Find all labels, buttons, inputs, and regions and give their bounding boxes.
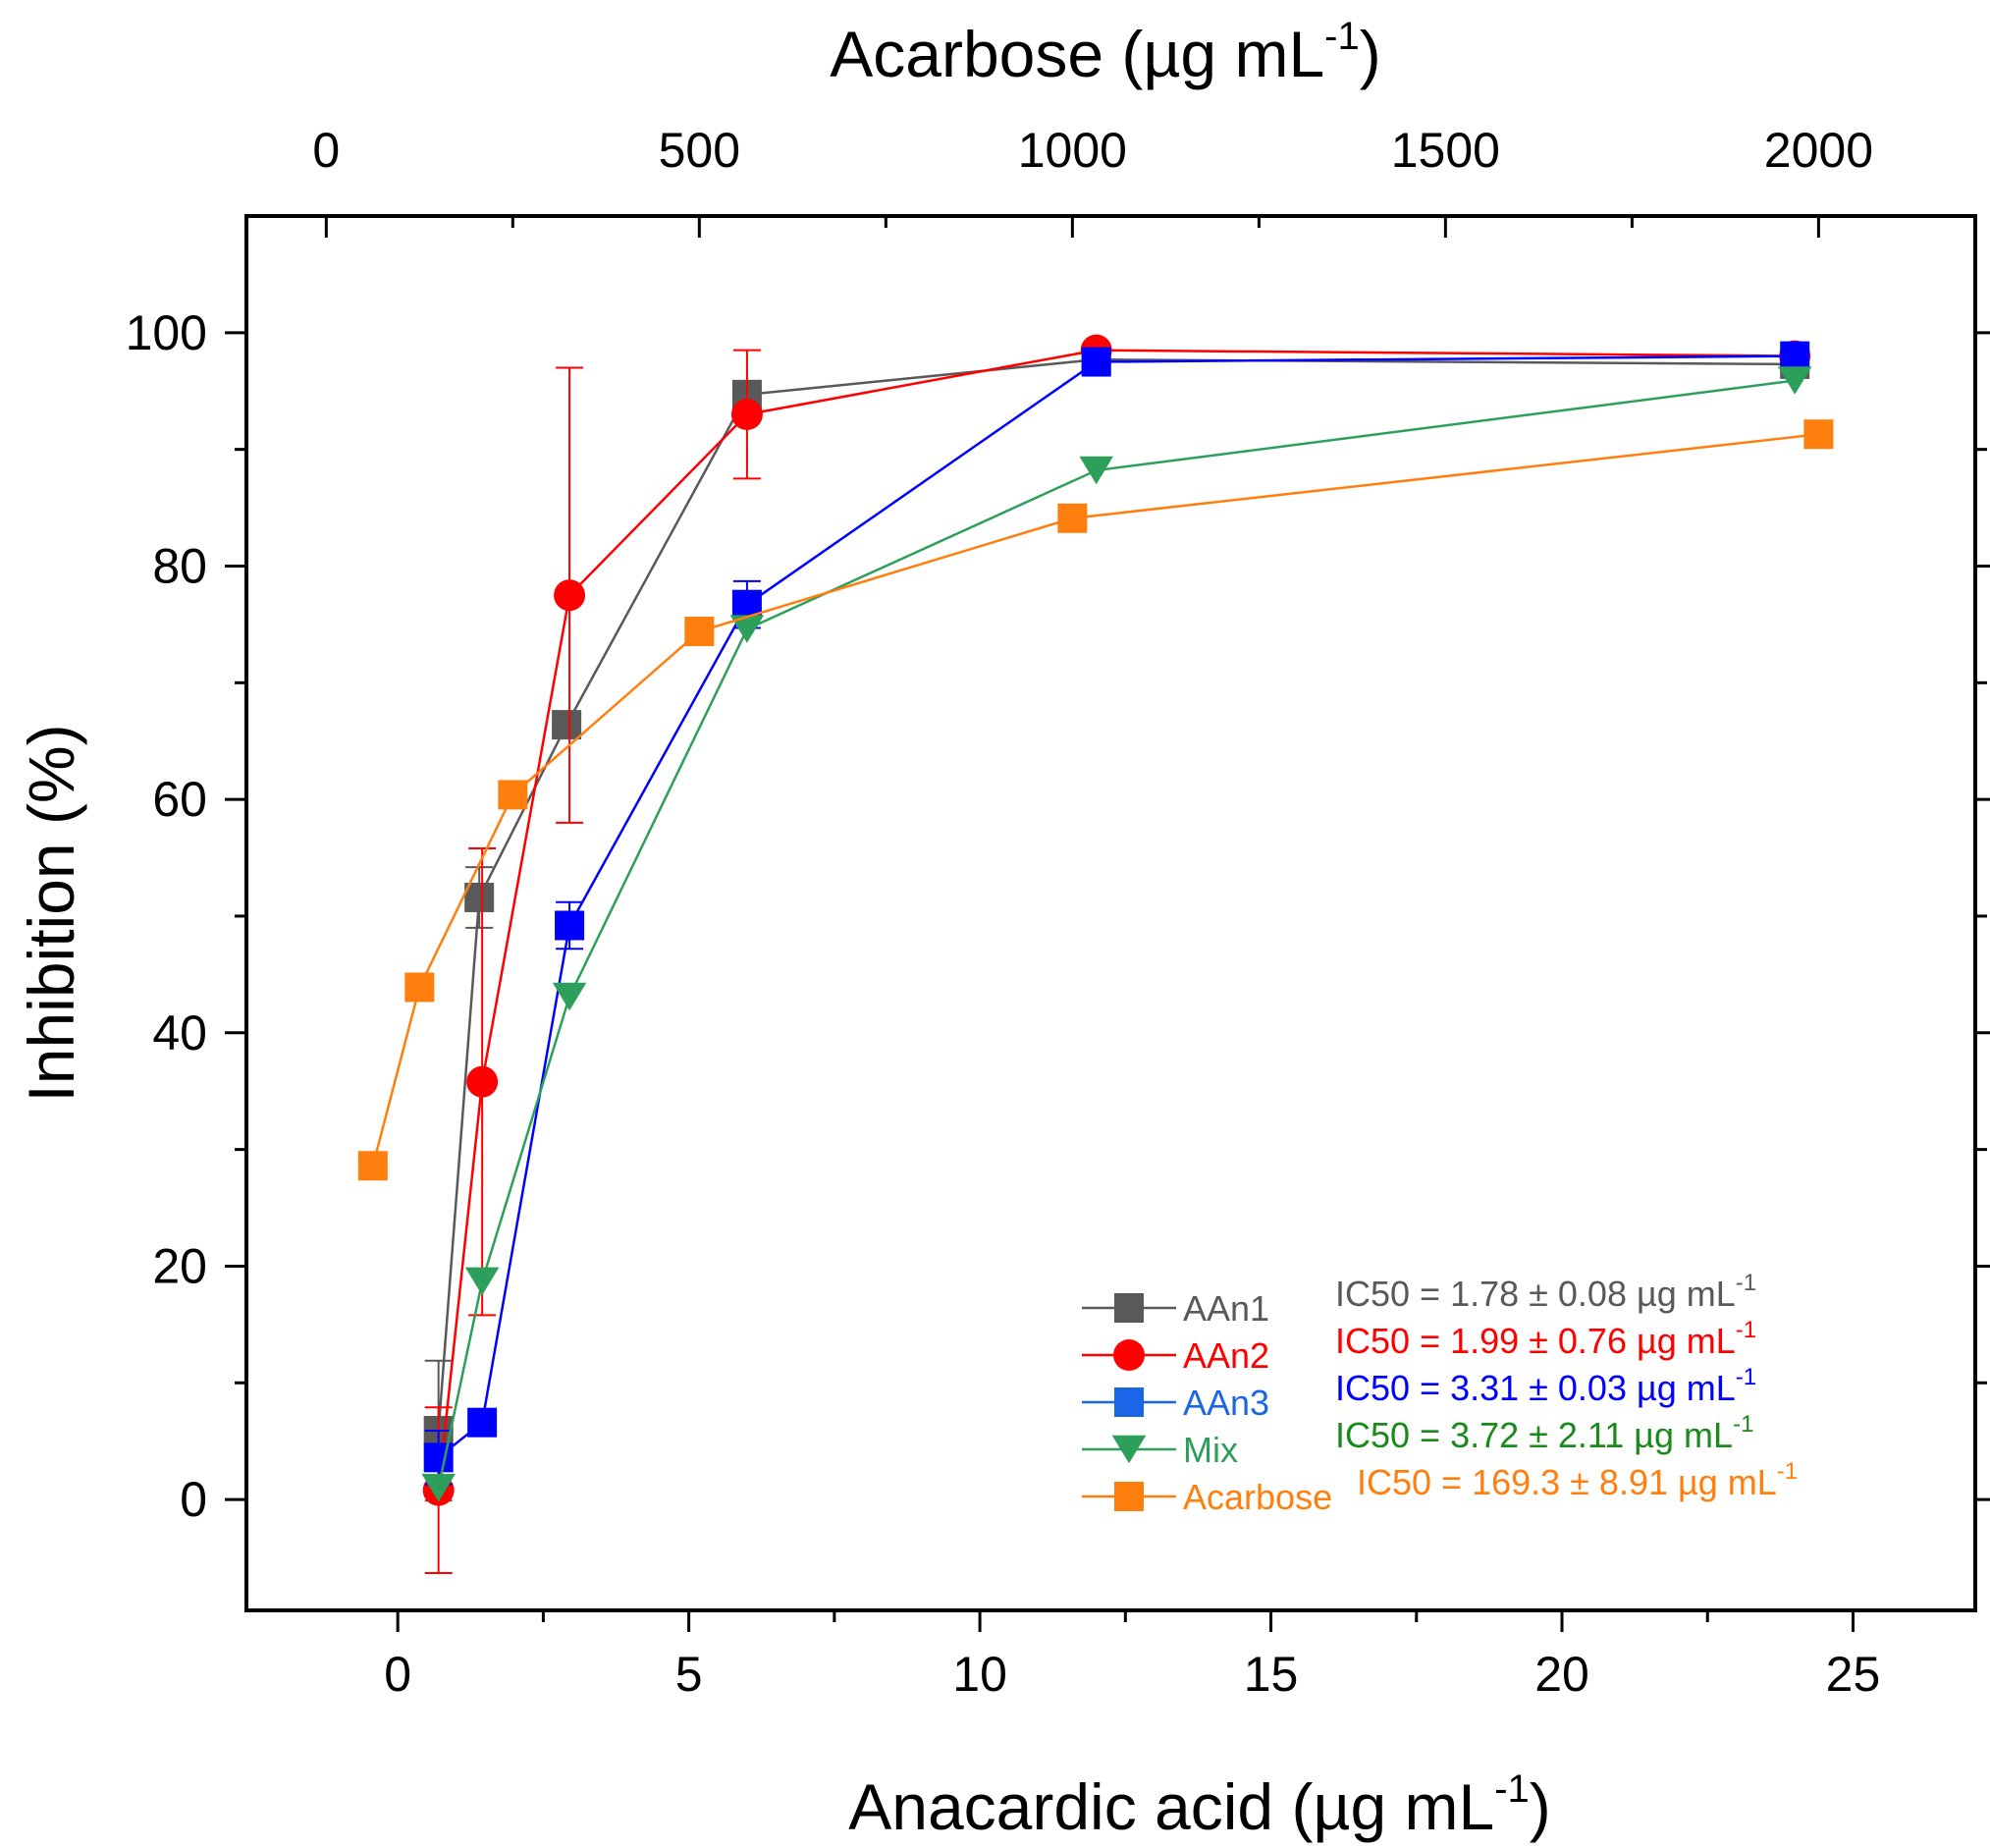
legend-ic50-aan1: IC50 = 1.78 ± 0.08 µg mL-1 [1335,1270,1756,1314]
data-point-aan3 [467,1407,498,1438]
bottom-axis-title-text: Anacardic acid (µg mL [848,1770,1494,1843]
top-axis-title-text: Acarbose (µg mL [830,18,1324,90]
plot-frame [244,214,1977,1612]
y-tick-label: 40 [152,1006,207,1060]
data-point-aan3 [555,910,585,941]
y-tick-label: 100 [126,305,207,360]
y-tick-label: 0 [180,1472,207,1527]
legend-entry-acarbose: Acarbose IC50 = 169.3 ± 8.91 µg mL-1 [1082,1458,1798,1517]
data-point-acarbose [498,780,528,810]
data-point-mix [1079,456,1113,485]
legend-marker-mix [1111,1435,1147,1464]
data-point-acarbose [1057,503,1088,533]
legend-label-aan1: AAn1 [1183,1288,1269,1329]
legend-marker-aan1 [1114,1293,1144,1323]
series-aan3 [423,341,1810,1486]
legend-ic50-text-aan3: IC50 = 3.31 ± 0.03 µg mL [1335,1368,1736,1408]
bottom-axis-title: Anacardic acid (µg mL-1) [848,1767,1551,1843]
data-point-aan1 [552,710,582,740]
data-point-acarbose [404,972,435,1003]
legend-label-acarbose: Acarbose [1183,1477,1332,1517]
top-axis-title-close: ) [1360,18,1381,90]
x-tick-label: 5 [675,1647,703,1702]
data-point-mix [1777,366,1812,395]
legend-ic50-exponent-aan3: -1 [1736,1364,1756,1390]
legend-ic50-exponent-mix: -1 [1733,1411,1753,1438]
legend-ic50-mix: IC50 = 3.72 ± 2.11 µg mL-1 [1335,1411,1753,1455]
data-point-mix [552,982,587,1011]
series-mix [421,366,1812,1502]
x2-tick-label: 500 [659,123,740,178]
data-point-aan3 [423,1442,454,1473]
legend-label-aan3: AAn3 [1183,1383,1269,1423]
data-point-acarbose [357,1151,388,1181]
legend-entry-aan1: AAn1 IC50 = 1.78 ± 0.08 µg mL-1 [1082,1270,1756,1329]
legend-ic50-text-acarbose: IC50 = 169.3 ± 8.91 µg mL [1357,1462,1777,1502]
legend-ic50-text-aan2: IC50 = 1.99 ± 0.76 µg mL [1335,1321,1736,1361]
bottom-axis-title-exponent: -1 [1494,1767,1530,1811]
x2-tick-label: 1000 [1018,123,1127,178]
x2-tick-label: 2000 [1764,123,1873,178]
y-axis-title: Inhibition (%) [15,724,87,1102]
data-point-aan3 [1081,347,1111,377]
legend-ic50-text-aan1: IC50 = 1.78 ± 0.08 µg mL [1335,1274,1736,1314]
legend-ic50-aan2: IC50 = 1.99 ± 0.76 µg mL-1 [1335,1317,1756,1361]
y-tick-label: 80 [152,538,207,593]
x-tick-label: 20 [1534,1647,1589,1702]
legend-marker-aan2 [1113,1339,1145,1371]
series-line-acarbose [371,432,1819,1167]
series-acarbose [357,419,1834,1181]
top-axis-title-exponent: -1 [1324,15,1360,58]
data-point-mix [421,1473,456,1502]
legend-ic50-aan3: IC50 = 3.31 ± 0.03 µg mL-1 [1335,1364,1756,1408]
bottom-axis-title-close: ) [1530,1770,1551,1843]
data-point-mix [464,1267,500,1296]
x2-tick-label: 0 [312,123,340,178]
series-line-mix [437,379,1796,1489]
legend-marker-acarbose [1114,1482,1144,1511]
data-point-aan2 [466,1065,499,1098]
top-axis-title: Acarbose (µg mL-1) [830,15,1380,90]
y-tick-label: 60 [152,772,207,827]
x-tick-label: 25 [1826,1647,1881,1702]
legend-ic50-exponent-aan1: -1 [1736,1270,1756,1296]
legend-ic50-exponent-aan2: -1 [1736,1317,1756,1343]
legend-entry-aan3: AAn3 IC50 = 3.31 ± 0.03 µg mL-1 [1082,1364,1756,1423]
legend-entry-mix: Mix IC50 = 3.72 ± 2.11 µg mL-1 [1082,1411,1753,1470]
x2-tick-label: 1500 [1391,123,1500,178]
legend-ic50-text-mix: IC50 = 3.72 ± 2.11 µg mL [1335,1415,1733,1455]
data-point-aan3 [1780,341,1810,371]
x-tick-label: 15 [1244,1647,1299,1702]
legend-label-mix: Mix [1183,1430,1238,1470]
legend-marker-aan3 [1114,1387,1144,1417]
data-point-aan2 [554,579,586,612]
data-point-aan2 [730,399,763,431]
legend-ic50-acarbose: IC50 = 169.3 ± 8.91 µg mL-1 [1357,1458,1798,1502]
data-point-aan1 [464,882,495,912]
data-point-acarbose [684,617,715,647]
legend-ic50-exponent-acarbose: -1 [1777,1458,1798,1485]
data-point-mix [729,615,765,643]
x-tick-label: 0 [384,1647,411,1702]
axes-layer: 0 5 10 15 20 25 0 500 1000 1500 2000 0 20 40 60 80 100 [126,123,1990,1702]
legend-entry-aan2: AAn2 IC50 = 1.99 ± 0.76 µg mL-1 [1082,1317,1756,1376]
series-layer [357,334,1834,1574]
data-point-acarbose [1803,419,1834,450]
legend-label-aan2: AAn2 [1183,1335,1269,1376]
y-tick-label: 20 [152,1238,207,1293]
series-line-aan2 [437,349,1796,1491]
x-tick-label: 10 [952,1647,1007,1702]
